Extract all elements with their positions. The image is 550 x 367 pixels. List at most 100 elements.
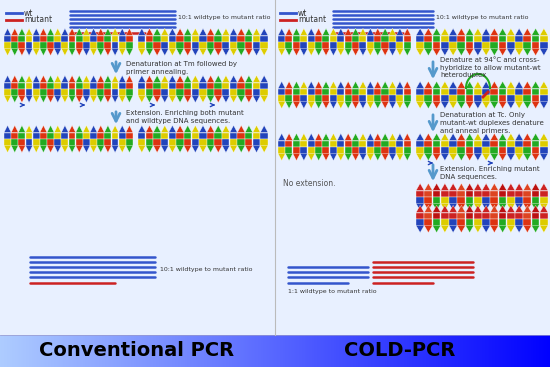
Bar xyxy=(468,335,469,367)
Bar xyxy=(381,335,382,367)
Polygon shape xyxy=(252,28,260,36)
Bar xyxy=(459,335,460,367)
Polygon shape xyxy=(359,48,367,56)
Bar xyxy=(139,335,141,367)
Polygon shape xyxy=(474,28,482,36)
Bar xyxy=(4,83,11,89)
Polygon shape xyxy=(76,95,83,103)
Polygon shape xyxy=(432,133,441,141)
Polygon shape xyxy=(238,95,245,103)
Polygon shape xyxy=(54,126,62,132)
Bar xyxy=(4,89,11,95)
Polygon shape xyxy=(498,28,507,36)
Polygon shape xyxy=(62,95,69,103)
Polygon shape xyxy=(18,28,25,36)
Bar xyxy=(303,335,305,367)
Bar xyxy=(179,335,180,367)
Bar xyxy=(245,42,252,48)
Bar xyxy=(104,83,111,89)
Bar xyxy=(370,335,371,367)
Polygon shape xyxy=(97,95,104,103)
Bar xyxy=(315,42,322,48)
Polygon shape xyxy=(424,102,432,109)
Bar xyxy=(114,335,116,367)
Bar xyxy=(342,335,343,367)
Polygon shape xyxy=(396,133,404,141)
Bar xyxy=(532,335,534,367)
Bar xyxy=(260,139,268,145)
Bar xyxy=(389,42,396,48)
Bar xyxy=(153,89,161,95)
Bar xyxy=(104,89,111,95)
Polygon shape xyxy=(441,28,449,36)
Bar xyxy=(18,36,25,42)
Bar xyxy=(465,190,474,197)
Bar xyxy=(90,83,97,89)
Polygon shape xyxy=(515,48,523,56)
Bar xyxy=(40,89,47,95)
Polygon shape xyxy=(97,145,104,153)
Bar xyxy=(474,147,482,153)
Bar xyxy=(109,335,111,367)
Bar xyxy=(403,335,404,367)
Bar xyxy=(166,335,167,367)
Polygon shape xyxy=(112,75,119,83)
Polygon shape xyxy=(25,48,32,56)
Bar xyxy=(438,335,439,367)
Polygon shape xyxy=(515,225,523,233)
Bar xyxy=(523,190,531,197)
Bar xyxy=(337,36,344,42)
Bar xyxy=(444,335,446,367)
Polygon shape xyxy=(490,225,498,233)
Bar xyxy=(441,95,449,102)
Polygon shape xyxy=(382,81,389,88)
Bar xyxy=(491,335,492,367)
Bar xyxy=(409,335,411,367)
Polygon shape xyxy=(337,81,344,88)
Bar xyxy=(515,219,523,225)
Polygon shape xyxy=(47,126,54,132)
Bar xyxy=(404,335,405,367)
Bar xyxy=(156,335,157,367)
Bar xyxy=(424,95,432,102)
Polygon shape xyxy=(441,206,449,212)
Bar xyxy=(398,335,400,367)
Bar xyxy=(146,42,153,48)
Polygon shape xyxy=(307,81,315,88)
Polygon shape xyxy=(238,145,245,153)
Bar xyxy=(382,95,388,102)
Bar xyxy=(54,132,61,139)
Polygon shape xyxy=(153,95,161,103)
Bar xyxy=(230,132,237,139)
Polygon shape xyxy=(374,153,382,161)
Polygon shape xyxy=(278,48,285,56)
Polygon shape xyxy=(260,95,268,103)
Bar xyxy=(408,335,409,367)
Bar xyxy=(119,83,125,89)
Bar xyxy=(432,42,441,48)
Polygon shape xyxy=(449,206,457,212)
Bar xyxy=(522,335,524,367)
Bar xyxy=(199,132,206,139)
Bar xyxy=(112,83,118,89)
Bar xyxy=(230,83,237,89)
Polygon shape xyxy=(90,75,97,83)
Bar xyxy=(441,42,449,48)
Bar xyxy=(11,132,18,139)
Bar xyxy=(329,42,337,48)
Bar xyxy=(376,335,378,367)
Polygon shape xyxy=(230,126,238,132)
Bar xyxy=(222,132,229,139)
Bar xyxy=(498,335,499,367)
Bar xyxy=(449,219,457,225)
Polygon shape xyxy=(531,81,540,88)
Bar xyxy=(272,335,273,367)
Bar xyxy=(367,42,374,48)
Bar xyxy=(374,42,381,48)
Polygon shape xyxy=(523,184,531,190)
Bar xyxy=(281,335,283,367)
Bar xyxy=(352,88,359,95)
Bar xyxy=(457,36,465,42)
Polygon shape xyxy=(404,81,411,88)
Bar xyxy=(146,83,153,89)
